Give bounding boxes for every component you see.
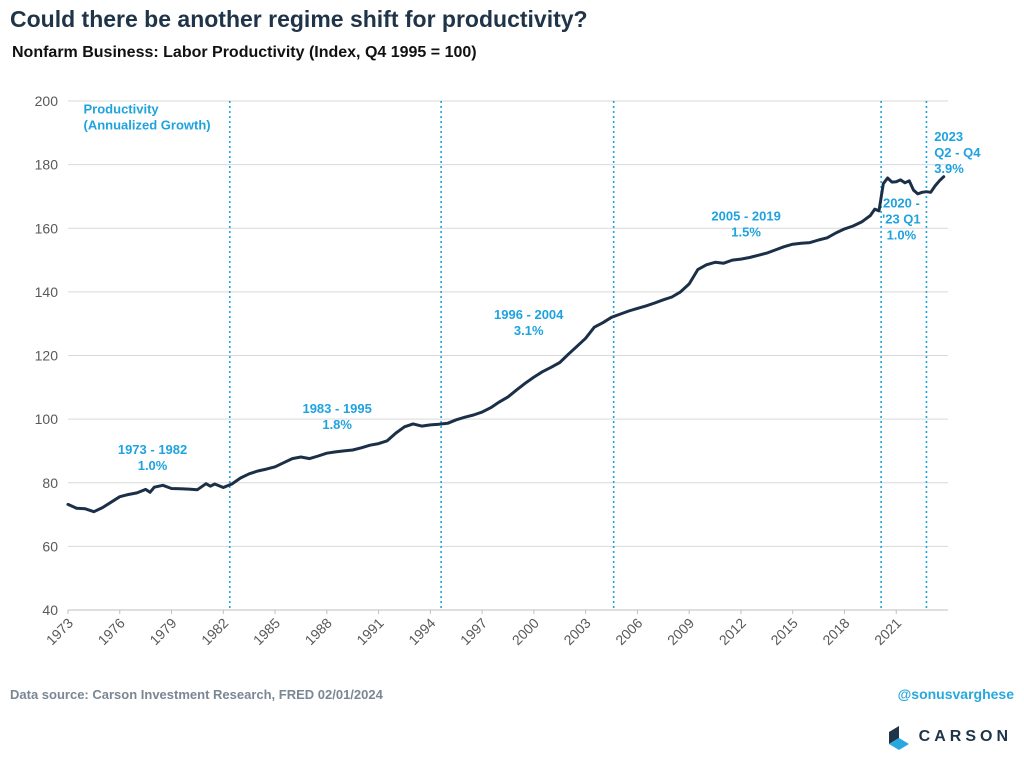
y-tick-label: 100 [35,411,59,427]
regime-annotation-line: 1.5% [731,224,761,239]
regime-annotation-line: '23 Q1 [882,212,921,227]
x-tick-label: 1991 [353,615,386,648]
regime-annotation: 2020 -'23 Q1 1.0% [882,196,921,243]
y-tick-label: 60 [42,538,58,554]
chart-title: Could there be another regime shift for … [10,6,588,32]
regime-annotation: 1996 - 2004 3.1% [494,307,564,338]
carson-logo: CARSON [887,724,1012,750]
regime-annotation: 2005 - 2019 1.5% [711,208,780,239]
regime-annotation-line: 1.0% [887,228,917,243]
regime-annotation-line: Productivity [84,102,160,117]
y-tick-label: 160 [35,220,59,236]
x-tick-label: 1976 [95,615,128,648]
y-tick-label: 120 [35,348,59,364]
data-source-note: Data source: Carson Investment Research,… [10,687,383,702]
regime-annotation-line: 1983 - 1995 [302,401,371,416]
carson-logo-text: CARSON [918,728,1012,745]
chart-subtitle: Nonfarm Business: Labor Productivity (In… [12,44,477,61]
regime-annotation-line: 1996 - 2004 [494,307,564,322]
regime-annotation-line: 1973 - 1982 [118,442,187,457]
regime-annotation: 2023 Q2 - Q4 3.9% [934,129,981,176]
x-tick-label: 2009 [664,615,697,648]
regime-annotation-line: 1.8% [322,417,352,432]
x-tick-label: 1997 [457,615,490,648]
regime-annotation: 1983 - 1995 1.8% [302,401,371,432]
carson-logo-icon [888,726,909,750]
y-tick-label: 200 [35,93,59,109]
x-tick-label: 2018 [819,615,852,648]
regime-annotation-line: 2005 - 2019 [711,208,780,223]
x-tick-label: 2003 [560,615,593,648]
x-tick-label: 1979 [146,615,179,648]
regime-annotation-line: 2020 - [883,196,920,211]
y-tick-label: 180 [35,157,59,173]
x-tick-label: 1985 [250,615,283,648]
productivity-line [66,175,946,514]
x-tick-label: 2006 [612,615,645,648]
x-tick-label: 1988 [302,615,335,648]
regime-annotation-line: 2023 [934,129,963,144]
x-tick-label: 2021 [871,615,904,648]
regime-annotation-line: (Annualized Growth) [84,118,211,133]
x-tick-label: 2000 [509,615,542,648]
x-tick-label: 2012 [716,615,749,648]
regime-annotation-line: 3.1% [514,323,544,338]
regime-annotation-line: Q2 - Q4 [934,145,981,160]
y-tick-label: 80 [42,475,58,491]
regime-annotation-line: 1.0% [138,458,168,473]
x-tick-label: 2015 [767,615,800,648]
x-tick-label: 1973 [43,615,76,648]
x-tick-label: 1994 [405,615,438,648]
regime-annotation: 1973 - 1982 1.0% [118,442,187,473]
regime-annotation-line: 3.9% [934,161,964,176]
y-tick-label: 140 [35,284,59,300]
y-tick-label: 40 [42,602,58,618]
x-tick-label: 1982 [198,615,231,648]
author-handle: @sonusvarghese [897,686,1014,702]
regime-annotation: Productivity (Annualized Growth) [84,102,211,133]
